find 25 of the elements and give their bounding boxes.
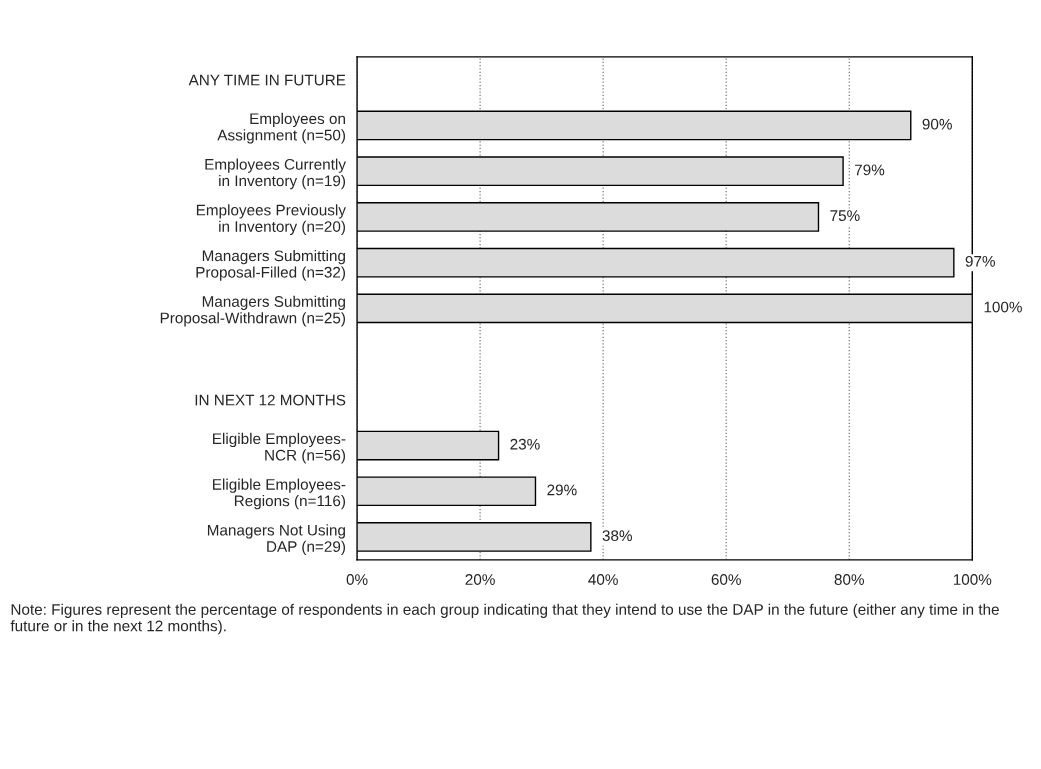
data-label: 23% [510, 438, 540, 450]
y-tick-label: IN NEXT 12 MONTHS [195, 394, 346, 406]
data-label: 29% [547, 484, 577, 496]
y-tick-label: ANY TIME IN FUTURE [188, 74, 346, 86]
x-tick-label: 60% [711, 574, 741, 585]
x-tick-label: 0% [346, 574, 368, 585]
y-tick-label: Employees Previously in Inventory (n=20) [196, 204, 346, 235]
y-tick-label: Managers Submitting Proposal-Withdrawn (n=25) [160, 295, 346, 327]
y-tick-label: Employees on Assignment (n=50) [217, 112, 346, 144]
y-tick-label: Eligible Employees- NCR (n=56) [213, 432, 346, 464]
y-tick-label: Eligible Employees- Regions (n=116) [213, 478, 346, 510]
x-tick-label: 40% [588, 574, 618, 585]
y-tick-label: Employees Currently in Inventory (n=19) [205, 158, 346, 190]
data-label: 75% [830, 210, 860, 222]
x-tick-label: 80% [834, 574, 864, 585]
data-label: 100% [984, 301, 1022, 313]
x-tick-label: 20% [465, 574, 495, 585]
x-tick-label: 100% [953, 574, 992, 585]
data-label: 97% [965, 255, 995, 267]
y-tick-label: Managers Submitting Proposal-Filled (n=32) [196, 249, 346, 281]
data-label: 38% [602, 530, 632, 542]
y-tick-label: Managers Not Using DAP (n=29) [207, 524, 346, 556]
data-label: 90% [922, 118, 952, 130]
text: Note: Figures represent the percentage of respondents in each group indicating that they intend to use the DAP in the future (either any time in the future or in the next 12 months). [10, 603, 999, 635]
data-label: 79% [854, 164, 885, 176]
